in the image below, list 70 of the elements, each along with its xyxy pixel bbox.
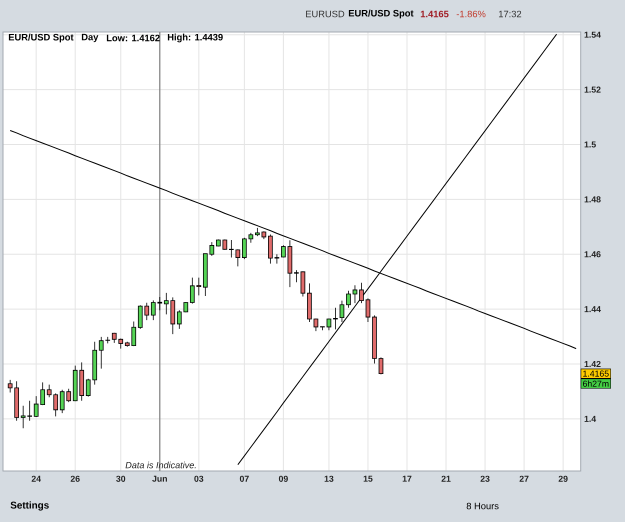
text: EURUSD: [306, 10, 344, 18]
candlestick: [53, 392, 58, 417]
annotation: High: 1.4439: [168, 34, 223, 42]
candlestick: [202, 253, 208, 296]
candlestick: [14, 380, 20, 422]
candlestick: [60, 389, 65, 414]
x-tick-label: 30: [116, 476, 126, 482]
candlestick: [34, 396, 39, 418]
candlestick: [268, 234, 273, 264]
candlestick: [274, 254, 280, 264]
candlestick: [236, 248, 240, 267]
chart-title: EUR/USD Spot: [8, 34, 74, 42]
x-tick-label: 21: [442, 476, 451, 482]
y-tick-label: 1.5: [584, 141, 596, 148]
candlestick: [8, 380, 13, 393]
y-tick-label: 1.48: [584, 196, 601, 202]
x-tick-label: 24: [32, 476, 41, 482]
x-tick-label: 15: [364, 476, 373, 482]
candlestick: [138, 304, 143, 330]
candlestick: [79, 362, 84, 402]
candlestick: [216, 239, 221, 247]
candlestick: [150, 300, 156, 320]
y-tick-label: 1.44: [584, 306, 601, 312]
candlestick: [112, 332, 117, 344]
candlestick: [248, 232, 254, 244]
x-tick-label: 27: [520, 476, 529, 482]
candlestick: [255, 228, 260, 237]
candlestick: [222, 239, 228, 250]
y-tick-label: 1.42: [584, 360, 601, 368]
annotation: 1.4165: [583, 370, 609, 377]
text: 6h27m: [583, 380, 608, 387]
candlestick: [144, 302, 150, 320]
text: 8 Hours: [466, 502, 499, 510]
x-tick-label: Jun: [152, 476, 167, 482]
text: 1.4165: [420, 10, 449, 18]
x-tick-label: 03: [194, 476, 204, 482]
candlestick: [190, 277, 195, 304]
annotation: Day: [82, 34, 98, 42]
candlestick: [92, 341, 98, 385]
text: Settings: [10, 501, 49, 511]
candlestick: [124, 341, 130, 348]
x-tick-label: 17: [402, 476, 412, 482]
candlestick: [209, 242, 214, 256]
x-tick-label: 26: [70, 476, 80, 482]
candlestick: [118, 338, 124, 350]
candlestick: [131, 321, 136, 347]
y-tick-label: 1.54: [584, 32, 601, 38]
candlestick: [242, 237, 247, 260]
text: EUR/USD Spot: [348, 10, 414, 18]
text: 17:32: [498, 10, 522, 18]
candlestick: [40, 382, 46, 406]
candlestick: [72, 365, 78, 402]
x-tick-label: 09: [278, 476, 288, 482]
candlestick: [183, 302, 188, 313]
x-tick-label: 13: [324, 476, 334, 482]
candlestick: [66, 388, 72, 403]
annotation: Low: 1.4162: [106, 34, 160, 42]
x-tick-label: 23: [480, 476, 490, 482]
candlestick: [86, 378, 91, 398]
candlestick: [262, 230, 266, 240]
candlestick: [281, 244, 286, 258]
x-tick-label: 07: [240, 476, 249, 482]
candlestick: [176, 310, 182, 330]
y-tick-label: 1.4: [584, 416, 596, 422]
text: -1.86%: [456, 10, 486, 18]
candlestick: [170, 296, 176, 334]
x-tick-label: 29: [558, 476, 568, 482]
y-tick-label: 1.46: [584, 251, 601, 258]
candlestick: [105, 336, 110, 344]
y-tick-label: 1.52: [584, 86, 601, 93]
